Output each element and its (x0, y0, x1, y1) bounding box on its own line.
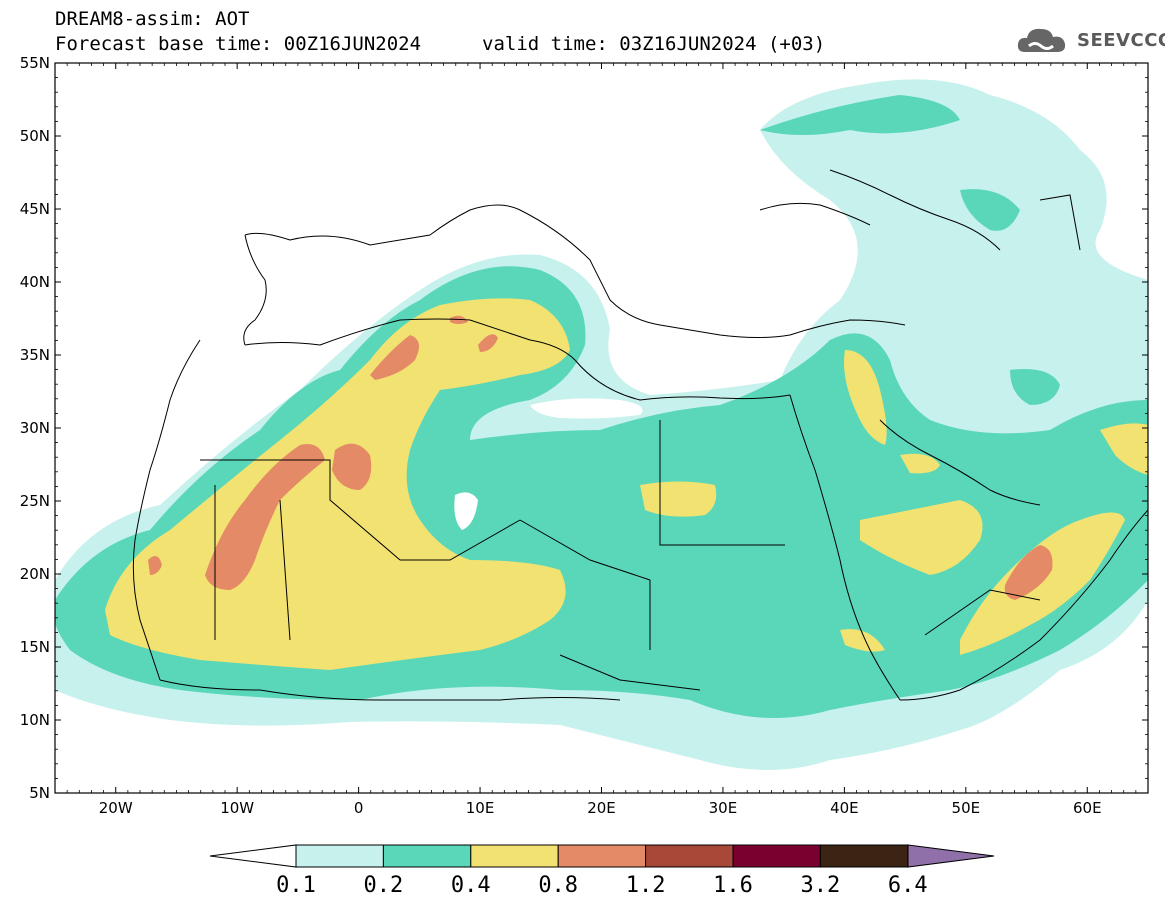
coastlines (132, 169, 1148, 701)
seevccc-logo: SEEVCCC (1015, 22, 1165, 62)
legend-high-arrow (907, 844, 995, 868)
aot-legend: 0.1 0.2 0.4 0.8 1.2 1.6 3.2 6.4 (209, 844, 995, 898)
forecast-base-time: Forecast base time: 00Z16JUN2024 (55, 33, 422, 55)
aot-fields (55, 79, 1148, 770)
legend-color-box (295, 844, 384, 868)
lat-tick-label: 45N (20, 200, 50, 218)
legend-level-label: 3.2 (801, 873, 841, 898)
legend-level-label: 0.4 (451, 873, 491, 898)
lon-tick-label: 20W (99, 799, 133, 817)
lat-tick-label: 10N (20, 711, 50, 729)
longitude-labels: 20W 10W 0 10E 20E 30E 40E 50E 60E (99, 799, 1102, 817)
lat-tick-label: 20N (20, 565, 50, 583)
valid-time: valid time: 03Z16JUN2024 (+03) (482, 33, 826, 55)
legend-level-label: 6.4 (888, 873, 928, 898)
legend-level-label: 0.1 (276, 873, 316, 898)
lon-tick-label: 40E (830, 799, 859, 817)
lat-tick-label: 50N (20, 127, 50, 145)
lon-tick-label: 10W (220, 799, 254, 817)
lat-tick-label: 35N (20, 346, 50, 364)
lat-tick-label: 5N (29, 784, 50, 802)
legend-color-box (382, 844, 472, 868)
latitude-labels: 55N 50N 45N 40N 35N 30N 25N 20N 15N 10N 5N (20, 54, 50, 802)
lat-tick-label: 30N (20, 419, 50, 437)
lat-tick-label: 15N (20, 638, 50, 656)
axis-ticks (55, 62, 1148, 794)
lat-tick-label: 25N (20, 492, 50, 510)
legend-low-arrow (209, 844, 297, 868)
legend-color-box (819, 844, 909, 868)
lon-tick-label: 30E (709, 799, 738, 817)
lon-tick-label: 50E (952, 799, 981, 817)
map-title: DREAM8-assim: AOT (55, 8, 250, 30)
legend-level-label: 1.2 (626, 873, 666, 898)
legend-color-box (557, 844, 647, 868)
lon-tick-label: 20E (587, 799, 616, 817)
cloud-logo-icon (1017, 28, 1066, 52)
logo-text: SEEVCCC (1077, 30, 1165, 51)
legend-level-label: 1.6 (713, 873, 753, 898)
legend-color-box (732, 844, 821, 868)
lat-tick-label: 40N (20, 273, 50, 291)
lon-tick-label: 60E (1073, 799, 1102, 817)
lon-tick-label: 10E (466, 799, 495, 817)
legend-level-label: 0.2 (364, 873, 404, 898)
lon-tick-label: 0 (354, 799, 364, 817)
legend-color-box (470, 844, 559, 868)
legend-level-label: 0.8 (538, 873, 578, 898)
lat-tick-label: 55N (20, 54, 50, 72)
legend-color-box (645, 844, 734, 868)
